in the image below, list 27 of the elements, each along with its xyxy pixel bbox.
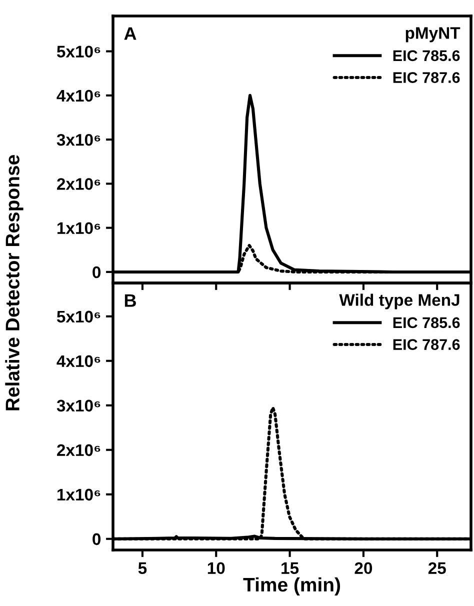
y-tick-label: 4x10⁶ <box>56 90 100 102</box>
legend-label: EIC 785.6 <box>393 317 460 328</box>
x-tick-label: 25 <box>428 562 446 574</box>
x-tick-label: 5 <box>138 562 147 574</box>
y-tick-label: 1x10⁶ <box>57 222 100 234</box>
x-axis-title: Time (min) <box>243 577 340 596</box>
legend-label: EIC 785.6 <box>393 50 460 62</box>
y-tick-label: 0 <box>92 533 101 546</box>
y-tick-label: 5x10⁶ <box>56 46 100 58</box>
y-tick-label: 2x10⁶ <box>57 444 100 456</box>
legend-title: Wild type MenJ <box>339 294 460 310</box>
legend-label: EIC 787.6 <box>393 72 460 83</box>
y-tick-label: 1x10⁶ <box>57 488 100 501</box>
y-axis-title: Relative Detector Response <box>5 155 24 410</box>
x-tick-label: 20 <box>354 562 372 574</box>
annotation: B <box>124 294 136 307</box>
annotation: A <box>124 27 136 40</box>
x-tick-label: 15 <box>282 562 299 574</box>
y-tick-label: 2x10⁶ <box>57 178 100 190</box>
y-tick-label: 0 <box>92 266 101 278</box>
y-tick-label: 4x10⁶ <box>56 355 100 368</box>
y-tick-label: 5x10⁶ <box>56 310 100 323</box>
legend-title: pMyNT <box>406 27 460 42</box>
y-tick-label: 3x10⁶ <box>56 400 100 412</box>
y-tick-label: 3x10⁶ <box>56 134 100 146</box>
legend-label: EIC 787.6 <box>393 339 460 350</box>
x-tick-label: 10 <box>208 562 225 574</box>
